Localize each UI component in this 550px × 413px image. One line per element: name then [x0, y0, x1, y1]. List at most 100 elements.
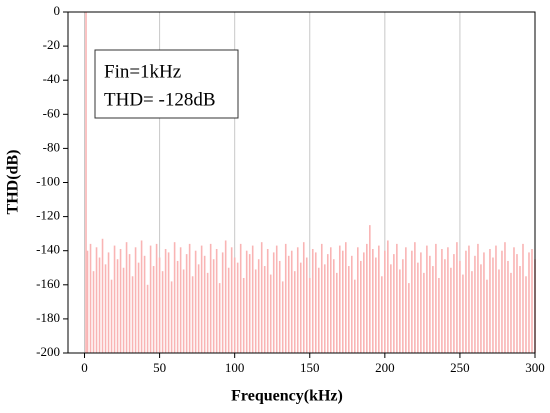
y-tick-label: -120: [36, 208, 60, 223]
bar: [146, 284, 149, 353]
bar: [399, 269, 401, 353]
bar: [528, 252, 530, 353]
bar: [438, 277, 440, 353]
bar: [302, 242, 305, 353]
bar: [525, 276, 527, 353]
bar: [426, 245, 428, 353]
bar: [501, 250, 503, 353]
bar: [221, 252, 224, 353]
bar: [173, 242, 176, 353]
bar: [257, 259, 260, 353]
bar: [260, 242, 263, 353]
bar: [483, 252, 485, 353]
y-tick-label: -60: [43, 105, 60, 120]
bar: [522, 243, 524, 353]
bar: [266, 248, 269, 353]
bar: [191, 276, 194, 353]
bar: [125, 242, 128, 353]
bar: [480, 264, 482, 353]
bar: [194, 250, 197, 353]
bar: [161, 271, 164, 353]
bar: [86, 250, 89, 353]
y-tick-label: -160: [36, 276, 60, 291]
x-tick-label: 250: [450, 360, 470, 375]
bar: [420, 252, 422, 353]
x-tick-label: 200: [375, 360, 395, 375]
bar: [414, 242, 416, 353]
bar: [128, 254, 131, 353]
bar: [348, 266, 350, 353]
bar: [326, 254, 329, 353]
bar: [314, 252, 317, 353]
bar: [155, 243, 158, 353]
bar: [357, 247, 359, 353]
bar: [233, 257, 236, 353]
bar: [281, 281, 284, 353]
bar: [393, 254, 395, 353]
bar: [341, 250, 344, 353]
bar: [317, 267, 320, 353]
bar: [296, 247, 299, 353]
bar: [185, 254, 188, 353]
bar: [116, 259, 119, 353]
bar: [272, 252, 275, 353]
y-tick-label: 0: [54, 3, 61, 18]
x-axis-label: Frequency(kHz): [231, 388, 343, 405]
bar: [462, 274, 464, 353]
bar: [381, 276, 383, 353]
y-tick-label: -180: [36, 310, 60, 325]
bar: [275, 245, 278, 353]
bar: [338, 245, 341, 353]
bar: [510, 272, 512, 353]
bar: [278, 260, 281, 353]
bar: [396, 243, 398, 353]
bar: [498, 269, 500, 353]
bar: [351, 255, 353, 353]
bar: [320, 243, 323, 353]
bar: [423, 272, 425, 353]
bar: [224, 240, 227, 353]
x-tick-label: 150: [300, 360, 320, 375]
bar: [158, 257, 161, 353]
y-axis-label: THD(dB): [5, 150, 22, 215]
plot-frame: [67, 11, 536, 354]
bar: [335, 272, 338, 353]
bar: [411, 250, 413, 353]
bar: [227, 267, 230, 353]
bar: [104, 264, 107, 353]
bar: [200, 245, 203, 353]
bar: [245, 250, 248, 353]
bar: [513, 247, 515, 353]
y-tick-label: -200: [36, 344, 60, 359]
bar: [453, 254, 455, 353]
bar: [308, 277, 311, 353]
bar: [384, 250, 386, 353]
bar: [417, 262, 419, 353]
bar: [474, 255, 476, 353]
bar: [197, 264, 200, 353]
bar: [110, 279, 113, 353]
bar: [293, 271, 296, 353]
bar: [507, 260, 509, 353]
bar: [290, 250, 293, 353]
bar: [230, 247, 233, 353]
annotation: THD= -128dB: [104, 89, 216, 110]
bar: [167, 252, 170, 353]
bar: [95, 247, 98, 353]
bar: [203, 255, 206, 353]
bar: [164, 248, 167, 353]
x-tick-label: 0: [81, 360, 88, 375]
bar: [492, 257, 494, 353]
bar: [344, 242, 347, 353]
x-tick-label: 50: [153, 360, 166, 375]
bar: [242, 277, 245, 353]
bar: [299, 262, 302, 353]
bar: [119, 248, 122, 353]
bar: [284, 243, 287, 353]
bar: [236, 262, 239, 353]
bar: [444, 259, 446, 353]
bar: [477, 243, 479, 353]
bar: [408, 283, 410, 353]
bar: [143, 255, 146, 353]
